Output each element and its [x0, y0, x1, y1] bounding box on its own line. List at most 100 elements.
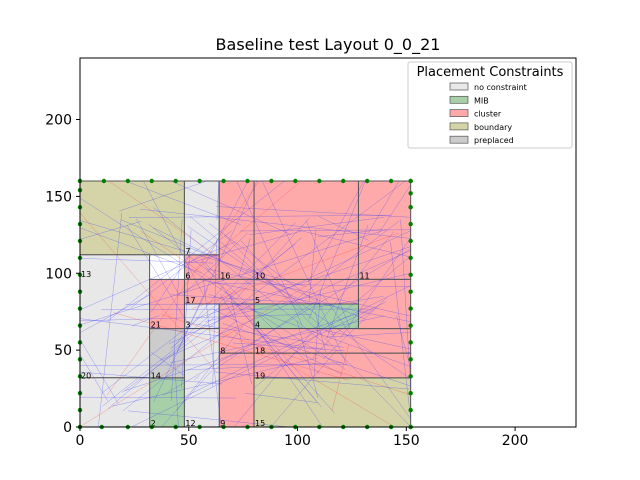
block-10 [253, 180, 359, 280]
net-line [113, 312, 349, 381]
net-line [105, 180, 285, 323]
net-line [208, 293, 411, 367]
net-line [186, 362, 343, 371]
net-line [215, 221, 296, 304]
net-line [148, 224, 218, 279]
net-line [195, 246, 411, 320]
net-line [296, 320, 319, 399]
block-label-18: 18 [255, 347, 265, 356]
legend-label: preplaced [474, 136, 514, 145]
net-line [79, 212, 218, 373]
pin [408, 255, 413, 261]
block-16 [218, 180, 255, 280]
net-line [171, 180, 292, 235]
y-tick-label: 0 [63, 420, 72, 436]
net-line [324, 329, 411, 350]
net-line [225, 291, 322, 408]
y-tick-label: 200 [45, 113, 72, 129]
net-line [253, 255, 411, 389]
pin [408, 289, 413, 294]
net-line [153, 288, 208, 402]
net-line [119, 180, 207, 212]
net-line [130, 230, 233, 309]
net-line [125, 180, 241, 225]
net-line [308, 180, 365, 282]
legend: Placement Constraints no constraint MIB clu… [407, 61, 573, 149]
net-line [79, 241, 236, 311]
net-line [215, 302, 314, 370]
net-line [317, 229, 382, 238]
x-tick-label: 200 [502, 433, 529, 449]
block-label-4: 4 [255, 321, 260, 330]
net-line [396, 316, 411, 369]
net-line [79, 293, 152, 333]
net-line [79, 371, 223, 385]
net-line [305, 220, 351, 330]
net-line [120, 219, 366, 320]
net-line [308, 230, 317, 302]
block-label-10: 10 [255, 271, 265, 280]
pin [408, 191, 413, 196]
net-line [180, 285, 411, 399]
net-line [101, 243, 296, 394]
net-line [189, 216, 333, 336]
block-label-13: 13 [81, 270, 91, 279]
net-line [224, 234, 411, 427]
plot-area: 13 21 20 14 2 12 9 15 19 8 18 3 4 17 5 6 16 10 11 7 0 50 100 15… [45, 57, 577, 449]
net-line [326, 332, 411, 338]
pin [221, 178, 226, 184]
net-line [203, 279, 222, 428]
block-label-17: 17 [185, 296, 195, 305]
legend-swatch [449, 122, 469, 131]
net-line [161, 314, 411, 396]
y-tick-label: 100 [45, 266, 72, 282]
net-line [192, 323, 344, 348]
net-line [150, 255, 190, 313]
block-22 [357, 278, 412, 330]
block-label-8: 8 [220, 347, 225, 356]
pin [388, 178, 394, 184]
net-line [194, 375, 200, 380]
net-line [132, 315, 160, 327]
net-line [102, 316, 216, 407]
chart-title: Baseline test Layout 0_0_21 [216, 35, 441, 55]
net-line [128, 214, 392, 218]
block-18 [253, 328, 412, 354]
block-label-3: 3 [185, 321, 190, 330]
net-line [79, 220, 306, 287]
pin [408, 306, 413, 311]
pin [408, 272, 413, 277]
net-line [270, 350, 337, 428]
block-label-11: 11 [359, 271, 369, 280]
net-line [239, 229, 411, 232]
block-label-5: 5 [255, 296, 260, 305]
net-line [312, 332, 337, 359]
net-line [79, 282, 312, 427]
net-line [79, 257, 214, 264]
net-line [107, 339, 188, 409]
legend-label: MIB [474, 96, 489, 105]
net-line [170, 219, 183, 402]
net-line [298, 220, 400, 299]
net-line [205, 272, 411, 322]
pin [149, 178, 154, 184]
net-line [206, 268, 411, 317]
axes-frame [79, 57, 577, 428]
net-line [79, 221, 142, 240]
net-line [79, 314, 312, 322]
net-line [233, 331, 395, 428]
net-line [240, 240, 303, 309]
net-line [172, 285, 225, 349]
net-line [299, 229, 411, 258]
net-line [181, 230, 192, 388]
nets [79, 180, 411, 428]
pin [408, 238, 413, 244]
net-line [170, 294, 323, 305]
legend-label: cluster [474, 110, 502, 119]
legend-swatch [449, 109, 469, 117]
pin [125, 178, 131, 184]
net-line [122, 320, 238, 412]
net-line [176, 326, 243, 412]
net-line [308, 180, 366, 320]
net-line [212, 308, 343, 375]
